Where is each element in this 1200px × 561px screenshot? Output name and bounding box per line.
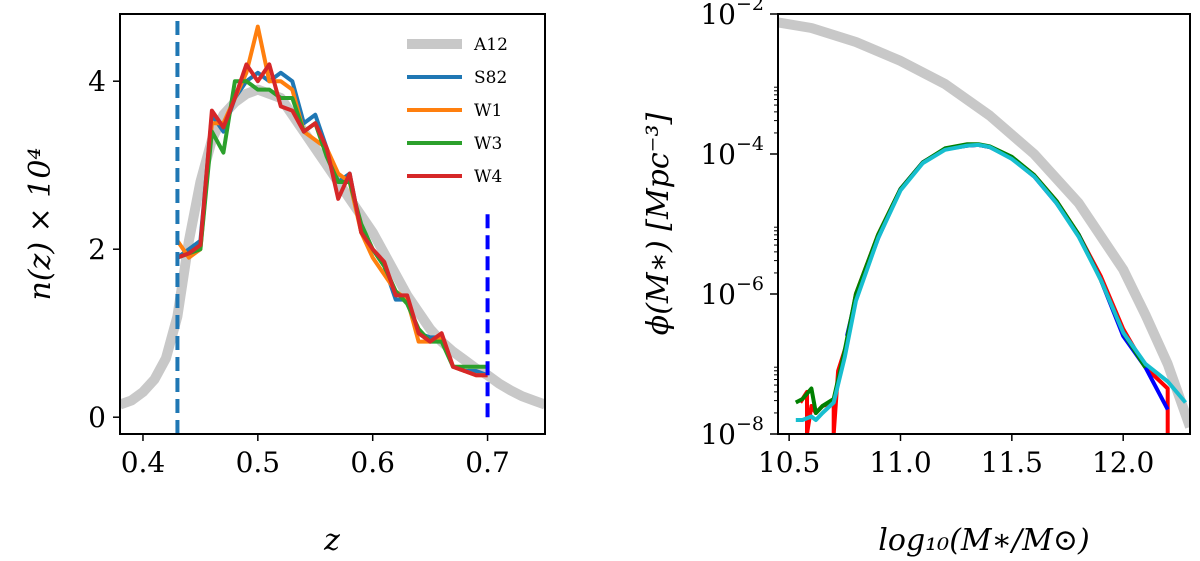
right-panel-mass-function: 10.5 11.0 11.5 12.0 10−8 10−6 10−4 10−2 log₁₀(… [641, 0, 1191, 558]
x-tick-label: 0.7 [465, 446, 510, 479]
right-y-ticks: 10−8 10−6 10−4 10−2 [700, 0, 778, 451]
left-y-ticks: 0 2 4 [88, 65, 120, 434]
legend-label-w3: W3 [474, 134, 502, 154]
y-tick-label: 10−2 [700, 0, 764, 31]
y-tick-label: 2 [88, 233, 106, 266]
mass-function-line-5 [795, 142, 1188, 422]
y-tick-label: 10−4 [700, 133, 764, 171]
left-panel-redshift-distribution: 0.4 0.5 0.6 0.7 0 2 4 z n(z) × 10⁴ A12 S82 W1 W3… [23, 13, 546, 558]
x-tick-label: 11.5 [981, 446, 1043, 479]
left-x-ticks: 0.4 0.5 0.6 0.7 [121, 434, 510, 479]
legend-label-w4: W4 [474, 167, 502, 187]
x-tick-label: 12.0 [1092, 446, 1154, 479]
series-line-w4 [176, 62, 488, 378]
left-x-axis-label: z [323, 523, 340, 558]
mass-function-line-2 [798, 142, 1170, 434]
left-vertical-lines [175, 14, 490, 434]
x-tick-label: 0.6 [350, 446, 395, 479]
x-tick-label: 0.4 [121, 446, 166, 479]
y-tick-label: 10−8 [700, 413, 764, 451]
x-tick-label: 11.0 [869, 446, 931, 479]
y-tick-label: 4 [88, 65, 106, 98]
right-plot-area [778, 17, 1190, 434]
y-tick-label: 10−6 [700, 273, 764, 311]
left-plot-area [120, 24, 545, 410]
mass-function-line-1 [778, 17, 1190, 429]
mass-function-line-4 [794, 142, 1148, 415]
x-tick-label: 0.5 [236, 446, 281, 479]
left-axes-frame [119, 13, 546, 435]
y-tick-label: 0 [88, 401, 106, 434]
right-x-ticks: 10.5 11.0 11.5 12.0 [758, 434, 1154, 479]
legend-label-a12: A12 [473, 35, 508, 55]
x-tick-label: 10.5 [758, 446, 820, 479]
legend: A12 S82 W1 W3 W4 [407, 35, 508, 187]
legend-label-s82: S82 [474, 68, 507, 88]
right-x-axis-label: log₁₀(M∗/M⊙) [878, 523, 1089, 558]
right-y-axis-label: ϕ(M∗) [Mpc⁻³] [641, 112, 676, 335]
right-axes-frame [777, 13, 1191, 435]
left-y-axis-label: n(z) × 10⁴ [23, 148, 58, 301]
legend-label-w1: W1 [474, 101, 502, 121]
mass-function-line-3 [845, 142, 1170, 411]
